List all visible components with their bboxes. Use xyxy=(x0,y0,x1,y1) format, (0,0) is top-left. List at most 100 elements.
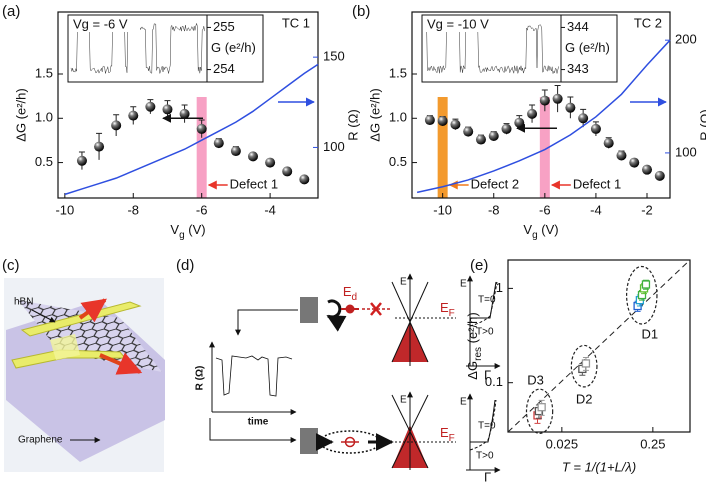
data-point xyxy=(501,123,512,134)
inset-label-bg xyxy=(70,17,140,32)
energy-label: E xyxy=(460,279,467,290)
energy-label: E xyxy=(400,395,407,406)
inset-ylabel: G (e²/h) xyxy=(565,40,610,55)
defect-band xyxy=(437,97,448,198)
inset-label: Vg = -6 V xyxy=(73,16,128,31)
pointer xyxy=(31,309,56,323)
device-illustration: hBN Graphene xyxy=(4,278,165,472)
schematic-labels: R (Ω) time Ed EF EF E E E E T=0 T>0 T=0 … xyxy=(195,277,496,482)
y-tick-label: 1.5 xyxy=(35,65,53,80)
data-point xyxy=(565,102,576,113)
data-point xyxy=(230,146,241,157)
panel-label: (a) xyxy=(2,3,20,20)
connector xyxy=(209,418,297,443)
x-tick-label: -4 xyxy=(264,202,276,217)
t-zero-label: T=0 xyxy=(478,295,496,306)
channel xyxy=(50,334,80,360)
data-point xyxy=(488,131,499,141)
data-point xyxy=(111,120,122,131)
label-sub: g xyxy=(532,230,538,241)
x-tick-label: -6 xyxy=(539,202,551,217)
arrow xyxy=(99,352,143,375)
group-label: D3 xyxy=(527,373,544,388)
data-point xyxy=(581,359,591,368)
connector xyxy=(235,309,298,336)
dos-t1 xyxy=(469,281,498,327)
axis-label: R (Ω) xyxy=(697,109,706,140)
dos-t0 xyxy=(470,399,496,443)
plot-frame xyxy=(507,259,691,433)
defect-label: Defect 2 xyxy=(471,176,519,191)
x-tick-label: -8 xyxy=(127,202,139,217)
guide-line xyxy=(507,259,691,433)
panel-label: (b) xyxy=(352,3,370,20)
defect-level-label: Ed xyxy=(343,284,357,302)
group-ellipse xyxy=(570,344,598,388)
label-main: V xyxy=(523,222,532,237)
inset-tick-label: 343 xyxy=(567,61,589,76)
data-point xyxy=(463,126,474,137)
return-arrow xyxy=(326,299,347,332)
axis-label: Vg (V) xyxy=(523,222,558,240)
inset-tick-label: 255 xyxy=(213,19,235,34)
data-point xyxy=(450,119,461,130)
data-point xyxy=(76,155,87,166)
data-point xyxy=(128,110,139,121)
mechanism-schematic xyxy=(209,273,501,473)
panel-label: (c) xyxy=(2,257,20,274)
data-point xyxy=(162,104,173,115)
x-tick-label: -8 xyxy=(488,202,500,217)
data-point xyxy=(475,134,486,145)
blocked xyxy=(370,302,382,316)
gamma-label: Γ xyxy=(484,367,491,382)
telegraph-trace xyxy=(215,355,293,397)
y-tick-label: 0.5 xyxy=(35,154,53,169)
data-point xyxy=(424,115,435,126)
label-unit: (V) xyxy=(538,222,559,237)
defect-band xyxy=(539,97,550,198)
fermi-label: EF xyxy=(440,425,455,443)
axis-label: T = 1/(1+L/λ) xyxy=(562,459,636,474)
y-tick-label: 0.1 xyxy=(485,374,503,389)
x-tick-label: -10 xyxy=(433,202,452,217)
gamma-label: Γ xyxy=(484,469,491,482)
data-point xyxy=(514,117,525,128)
resistance-line xyxy=(64,63,319,196)
data-point xyxy=(213,138,224,149)
data-point xyxy=(654,170,665,181)
y2-tick-label: 100 xyxy=(675,144,697,159)
dos-t1 xyxy=(469,399,497,451)
group-label: D2 xyxy=(576,392,593,407)
y-tick-label: 1.0 xyxy=(389,110,407,125)
group-label: D1 xyxy=(641,327,658,342)
time-label: time xyxy=(248,417,269,428)
data-point xyxy=(145,101,156,112)
inset-label: Vg = -10 V xyxy=(427,16,489,31)
defect-state xyxy=(345,304,355,314)
inset-tick-label: 344 xyxy=(567,19,589,34)
label-sub: res xyxy=(473,347,484,361)
plot-frame xyxy=(411,11,671,199)
panel-label: (e) xyxy=(470,257,488,274)
tag: TC 1 xyxy=(282,15,310,30)
dos-t0 xyxy=(470,281,497,319)
data-point xyxy=(590,123,601,134)
data-point xyxy=(539,95,550,106)
data-point xyxy=(527,108,538,119)
gray-block xyxy=(300,297,318,323)
x-tick-label: -10 xyxy=(55,202,74,217)
data-point xyxy=(94,141,105,152)
data-point xyxy=(629,157,640,168)
fermi-label: EF xyxy=(440,300,455,318)
label-unit: (V) xyxy=(185,222,206,237)
x-tick-label: 0.025 xyxy=(546,436,579,451)
data-point xyxy=(603,138,614,149)
data-point xyxy=(616,150,627,161)
hbn-label: hBN xyxy=(14,297,33,308)
energy-label: E xyxy=(460,397,467,408)
y-tick-label: 0.5 xyxy=(389,154,407,169)
gray-block xyxy=(300,428,318,454)
label-main: ΔG xyxy=(465,361,480,380)
group-ellipse xyxy=(525,388,554,434)
inset-ylabel: G (e²/h) xyxy=(211,40,256,55)
